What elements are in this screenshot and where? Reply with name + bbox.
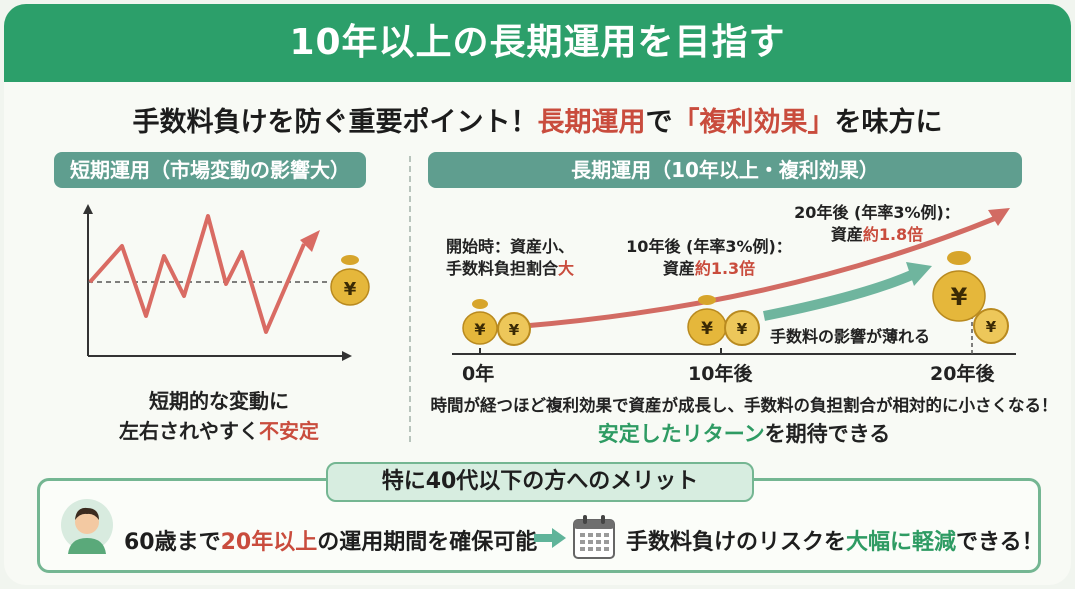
subtitle-highlight-long-term: 長期運用 [537, 107, 646, 138]
twenty-year-label-prefix: 資産 [830, 225, 863, 244]
start-label-line1: 開始時：資産小、 [446, 237, 575, 256]
fee-impact-arrowhead [906, 262, 932, 286]
short-term-caption-line2: 左右されやすく不安定 [84, 416, 354, 446]
money-bag-icon-start [462, 299, 531, 346]
start-label-large: 大 [558, 259, 575, 278]
money-bag-icon-left [330, 255, 370, 306]
stable-return-highlight: 安定したリターン [597, 422, 765, 446]
twenty-year-label-line2: 資産約1.8倍 [788, 224, 966, 246]
growth-curve [523, 215, 997, 329]
yen-symbol-10y-bag: ¥ [701, 319, 713, 339]
person-avatar-icon [61, 499, 113, 554]
subtitle-mid: で [645, 107, 673, 138]
x-label-20: 20年後 [930, 363, 995, 385]
stable-return-note: 安定したリターンを期待できる [424, 418, 1064, 448]
ten-year-label-line2: 資産約1.3倍 [624, 258, 794, 280]
caption-line2-prefix: 左右されやすく [119, 419, 259, 443]
infographic-card: 10年以上の長期運用を目指す 手数料負けを防ぐ重要ポイント！長期運用で「複利効果… [4, 4, 1071, 585]
benefit-text1-suffix: の運用期間を確保可能 [317, 530, 538, 555]
yen-symbol-left: ¥ [344, 279, 357, 300]
start-label-line2-prefix: 手数料負担割合 [446, 259, 559, 278]
ten-year-label-line1: 10年後 (年率3%例)： [626, 237, 792, 256]
benefit-title: 特に40代以下の方へのメリット [326, 462, 754, 502]
ten-year-label-prefix: 資産 [662, 259, 695, 278]
short-term-chart: ¥ [83, 204, 370, 361]
short-term-panel-title: 短期運用（市場変動の影響大） [54, 152, 366, 188]
growth-curve-arrowhead [988, 208, 1010, 226]
short-term-caption: 短期的な変動に 左右されやすく不安定 [84, 386, 354, 446]
volatile-line-arrowhead [300, 230, 320, 252]
x-label-0: 0年 [462, 363, 495, 385]
long-term-chart: ¥ ¥ ¥ ¥ ¥ ¥ [452, 208, 1016, 355]
page-title: 10年以上の長期運用を目指す [4, 4, 1071, 82]
ten-year-label: 10年後 (年率3%例)： 資産約1.3倍 [624, 236, 794, 280]
y-axis-arrowhead [83, 204, 93, 214]
panel-divider [409, 156, 411, 442]
benefit-period-highlight: 20年以上 [220, 530, 318, 555]
long-term-panel-title: 長期運用（10年以上・複利効果） [428, 152, 1022, 188]
benefit-risk-highlight: 大幅に軽減 [846, 530, 957, 555]
ten-year-multiplier: 約1.3倍 [694, 259, 756, 278]
compound-note: 時間が経つほど複利効果で資産が成長し、手数料の負担割合が相対的に小さくなる！ [430, 396, 1058, 415]
fee-impact-arrow [763, 269, 917, 321]
start-label: 開始時：資産小、 手数料負担割合大 [446, 236, 574, 280]
yen-symbol-20y-coin: ¥ [986, 318, 997, 336]
fee-impact-label: 手数料の影響が薄れる [770, 327, 931, 346]
volatile-line [88, 214, 306, 334]
benefit-text2-prefix: 手数料負けのリスクを [626, 530, 847, 555]
twenty-year-label: 20年後 (年率3%例)： 資産約1.8倍 [788, 202, 966, 246]
twenty-year-multiplier: 約1.8倍 [862, 225, 924, 244]
subtitle-suffix: を味方に [834, 107, 943, 138]
short-term-caption-line1: 短期的な変動に [149, 389, 289, 413]
money-bag-icon-10y [687, 295, 760, 346]
yen-symbol-20y-bag: ¥ [951, 283, 968, 311]
start-label-line2: 手数料負担割合大 [446, 258, 574, 280]
x-label-10: 10年後 [688, 363, 753, 385]
benefit-text-risk: 手数料負けのリスクを大幅に軽減できる！ [626, 524, 1044, 556]
arrow-right-icon [534, 528, 566, 548]
benefit-text-period: 60歳まで20年以上の運用期間を確保可能 [124, 524, 537, 556]
stable-return-suffix: を期待できる [764, 422, 891, 446]
calendar-icon [573, 515, 615, 559]
caption-unstable: 不安定 [259, 419, 319, 443]
subtitle: 手数料負けを防ぐ重要ポイント！長期運用で「複利効果」を味方に [4, 100, 1071, 139]
money-bag-icon-20y [932, 251, 1009, 344]
benefit-text1-prefix: 60歳まで [124, 530, 221, 555]
yen-symbol-start-coin: ¥ [509, 321, 520, 339]
twenty-year-label-line1: 20年後 (年率3%例)： [794, 203, 960, 222]
yen-symbol-start-bag: ¥ [474, 320, 485, 339]
yen-symbol-10y-coin: ¥ [737, 320, 748, 338]
subtitle-prefix: 手数料負けを防ぐ重要ポイント！ [132, 107, 538, 138]
subtitle-highlight-compound: 「複利効果」 [672, 107, 835, 138]
benefit-text2-suffix: できる！ [956, 530, 1044, 555]
x-axis-arrowhead [342, 351, 352, 361]
